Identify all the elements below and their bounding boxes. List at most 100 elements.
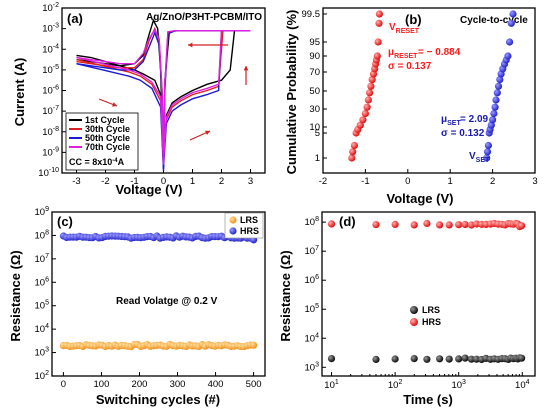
panel-d-point-lrs (327, 355, 336, 363)
panel-a-x-tick-label: -3 (72, 176, 80, 187)
panel-a-series-4-branch_set (76, 28, 223, 161)
panel-a-arrow-right-head (205, 130, 210, 135)
panel-a-y-tick-label: 10-6 (42, 85, 59, 97)
panel-c-letter: (c) (57, 214, 73, 229)
panel-b-point-set (509, 10, 517, 18)
panel-d-y-tick-label: 106 (305, 274, 320, 286)
panel-b-point-reset (366, 89, 374, 97)
panel-b-point-reset (373, 52, 381, 60)
panel-d-legend-label: HRS (422, 317, 441, 327)
panel-a-legend-label: 70th Cycle (85, 142, 130, 152)
panel-d-point-hrs (445, 221, 453, 229)
panel-c-x-tick-label: 0 (61, 379, 66, 390)
panel-b-point-set (493, 89, 501, 97)
panel-c-y-tick-label: 107 (35, 253, 50, 265)
panel-a-series-4-branch_reset (76, 30, 251, 165)
panel-d-legend: LRS HRS (410, 305, 441, 327)
panel-d-point-lrs (461, 354, 469, 362)
panel-b-point-reset (368, 76, 376, 84)
panel-b-x-tick-label: 1 (448, 176, 453, 187)
panel-b-point-set (489, 116, 497, 124)
panel-d-legend-marker (410, 318, 418, 326)
panel-b-y-tick-label: 95 (309, 37, 320, 48)
panel-a-letter: (a) (67, 11, 83, 26)
panel-b-mu-reset-value: = − 0.884 (418, 47, 461, 58)
panel-b-point-set (494, 82, 503, 90)
panel-a-arrow-top-head (188, 42, 193, 48)
panel-c-y-tick-label: 106 (35, 276, 50, 288)
panel-b-x-axis-label: Voltage (V) (387, 191, 454, 206)
panel-b-point-reset (374, 38, 382, 46)
panel-d-point-lrs (445, 355, 453, 363)
panel-d-point-hrs (455, 221, 463, 229)
panel-d-point-hrs (518, 222, 526, 230)
panel-d-point-hrs (472, 220, 481, 228)
panel-a-title: Ag/ZnO/P3HT-PCBM/ITO (146, 12, 262, 23)
panel-d-legend-marker (410, 306, 418, 314)
panel-b-x-tick-label: 0 (405, 176, 410, 187)
panel-b-x-tick-label: 2 (490, 176, 495, 187)
panel-a-y-tick-label: 10-4 (42, 43, 59, 55)
panel-d-letter: (d) (339, 214, 356, 229)
panel-a-y-tick-label: 10-10 (38, 167, 59, 179)
panel-c-legend-marker (229, 227, 237, 235)
panel-b-x-tick-label: -2 (319, 176, 327, 187)
panel-b-point-reset (364, 96, 372, 104)
panel-b-vset-label: VSET (469, 151, 490, 164)
panel-c-x-tick-label: 100 (94, 379, 110, 390)
panel-c-x-tick-label: 300 (170, 379, 186, 390)
panel-b-sigma-set: σ = 0.132 (441, 128, 485, 139)
panel-d-point-hrs (423, 219, 431, 228)
panel-c-point-lrs (250, 341, 258, 349)
panel-d-point-lrs (455, 355, 463, 363)
panel-b-point-reset (363, 103, 371, 111)
panel-b-point-reset (361, 109, 369, 118)
panel-b-point-set (506, 38, 514, 46)
panel-d-x-tick-label: 101 (324, 379, 339, 391)
panel-a-iv-curves: -3 -2 -1 0 1 2 3 10-10 10-9 10-8 10-7 10-6 10-5 10-4 1… (12, 2, 266, 197)
panel-d-y-tick-label: 103 (305, 361, 320, 373)
panel-a-y-axis-label: Current (A) (12, 58, 27, 127)
panel-a-arrow-left-head (112, 102, 117, 107)
panel-a-legend-label: 1st Cycle (85, 115, 125, 125)
panel-b-point-set (483, 148, 492, 156)
panel-d-point-hrs (391, 220, 399, 228)
panel-b-point-reset (375, 19, 383, 27)
panel-a-legend-label: 30th Cycle (85, 124, 130, 134)
panel-d-point-hrs (410, 221, 418, 229)
panel-d-x-tick-label: 103 (451, 379, 466, 391)
panel-b-point-reset (356, 121, 364, 129)
panel-b-point-set (483, 154, 491, 162)
panel-d-x-axis-label: Time (s) (403, 392, 453, 407)
panel-d-y-tick-label: 104 (305, 332, 320, 344)
panel-c-read-annotation: Read Volatge @ 0.2 V (116, 296, 218, 307)
panel-b-point-set (490, 109, 498, 118)
panel-b-y-axis-label: Cumulative Probability (%) (284, 10, 299, 175)
panel-b-point-set (504, 52, 512, 60)
panel-d-point-hrs (372, 221, 380, 229)
panel-d-point-hrs (327, 220, 336, 228)
panel-a-x-tick-label: 3 (248, 176, 253, 187)
panel-a-legend-box (65, 112, 139, 171)
panel-a-cc-annotation: CC = 8x10-4A (69, 157, 125, 167)
panel-c-y-tick-label: 108 (35, 229, 50, 241)
panel-d-point-lrs (423, 355, 431, 363)
panel-d-legend-label: LRS (422, 305, 440, 315)
panel-b-y-tick-label: 70 (309, 67, 320, 78)
panel-b-point-reset (375, 10, 383, 18)
panel-b-x-tick-label: -1 (361, 176, 369, 187)
panel-c-y-tick-label: 105 (35, 300, 50, 312)
panel-b-y-tick-label: 99.5 (302, 9, 321, 20)
panel-d-x-tick-label: 104 (515, 379, 530, 391)
panel-c-y-tick-label: 104 (35, 323, 50, 335)
panel-c-y-tick-label: 109 (35, 206, 50, 218)
panel-b-point-set (496, 76, 504, 84)
panel-d-retention: 101 102 103 104 103 104 105 106 107 108 Time (s) Re… (278, 211, 536, 407)
panel-b-y-tick-label: 1 (315, 153, 320, 164)
panel-a-x-tick-label: -2 (101, 176, 109, 187)
panel-a-x-tick-label: -1 (130, 176, 138, 187)
panel-c-y-axis-label: Resistance (Ω) (8, 250, 23, 341)
panel-a-x-tick-label: 0 (161, 176, 166, 187)
panel-c-endurance: 0 100 200 300 400 500 102 103 104 105 106 107 108 109… (8, 206, 266, 407)
panel-c-x-tick-label: 500 (246, 379, 262, 390)
